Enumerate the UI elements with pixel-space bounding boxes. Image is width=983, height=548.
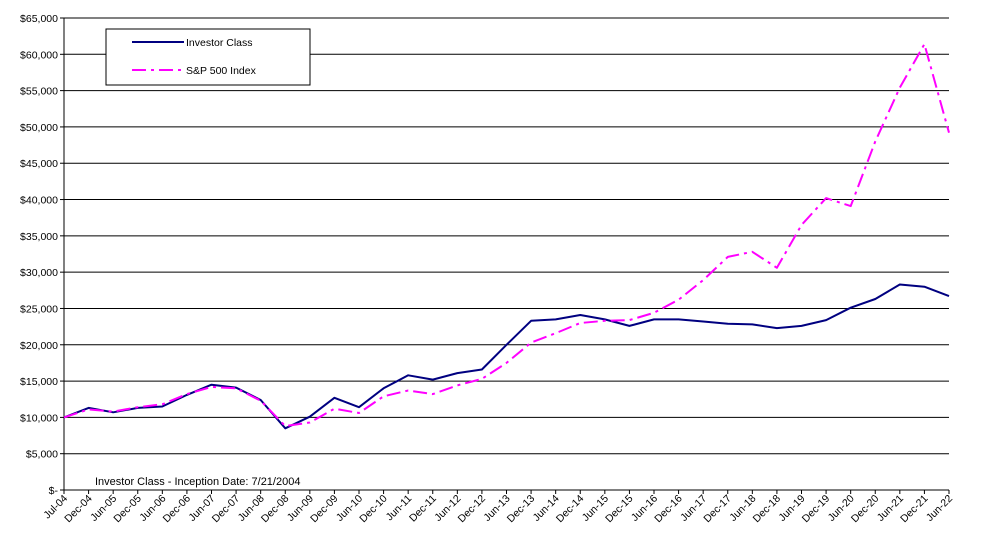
y-tick-label: $20,000 — [20, 340, 58, 352]
x-tick-label: Dec-13 — [505, 493, 538, 526]
y-tick-label: $5,000 — [26, 449, 58, 461]
x-tick-label: Dec-09 — [308, 493, 341, 526]
axes — [60, 17, 950, 494]
series-line-investor-class — [63, 283, 950, 430]
x-tick-label: Dec-21 — [898, 493, 931, 526]
y-tick-label: $60,000 — [20, 49, 58, 61]
x-tick-label: Dec-14 — [554, 493, 587, 526]
x-tick-label: Dec-17 — [701, 493, 734, 526]
x-tick-label: Dec-18 — [751, 493, 784, 526]
y-tick-label: $25,000 — [20, 303, 58, 315]
y-tick-label: $55,000 — [20, 86, 58, 98]
x-tick-label: Dec-16 — [652, 493, 685, 526]
y-tick-label: $- — [49, 485, 59, 497]
x-tick-label: Dec-07 — [210, 493, 243, 526]
x-tick-label: Dec-04 — [62, 493, 95, 526]
x-tick-labels: Jul-04Dec-04Jun-05Dec-05Jun-06Dec-06Jun-… — [41, 493, 955, 526]
x-tick-label: Dec-06 — [161, 493, 194, 526]
legend-box — [105, 28, 311, 86]
inception-date-note: Investor Class - Inception Date: 7/21/20… — [95, 476, 300, 488]
series-lines — [63, 43, 950, 430]
series-line-s-p-500-index — [63, 43, 950, 428]
y-tick-labels: $- $5,000 $10,000 $15,000 $20,000 $25,000 $30,… — [20, 13, 58, 497]
y-tick-label: $50,000 — [20, 122, 58, 134]
x-tick-label: Dec-05 — [111, 493, 144, 526]
y-tick-label: $45,000 — [20, 158, 58, 170]
x-tick-label: Dec-19 — [800, 493, 833, 526]
legend-label-investor-class: Investor Class — [186, 37, 253, 49]
y-tick-label: $65,000 — [20, 13, 58, 25]
y-tick-label: $30,000 — [20, 267, 58, 279]
x-tick-label: Dec-08 — [259, 493, 292, 526]
legend-label-sp500: S&P 500 Index — [186, 65, 257, 77]
y-tick-label: $40,000 — [20, 195, 58, 207]
legend: Investor Class S&P 500 Index — [105, 28, 311, 86]
x-tick-label: Jun-22 — [924, 493, 955, 524]
x-tick-label: Dec-15 — [603, 493, 636, 526]
x-tick-label: Dec-10 — [357, 493, 390, 526]
y-tick-label: $35,000 — [20, 231, 58, 243]
x-tick-label: Dec-20 — [849, 493, 882, 526]
y-tick-label: $15,000 — [20, 376, 58, 388]
y-tick-label: $10,000 — [20, 412, 58, 424]
x-tick-label: Dec-12 — [456, 493, 489, 526]
x-tick-label: Dec-11 — [407, 493, 439, 525]
